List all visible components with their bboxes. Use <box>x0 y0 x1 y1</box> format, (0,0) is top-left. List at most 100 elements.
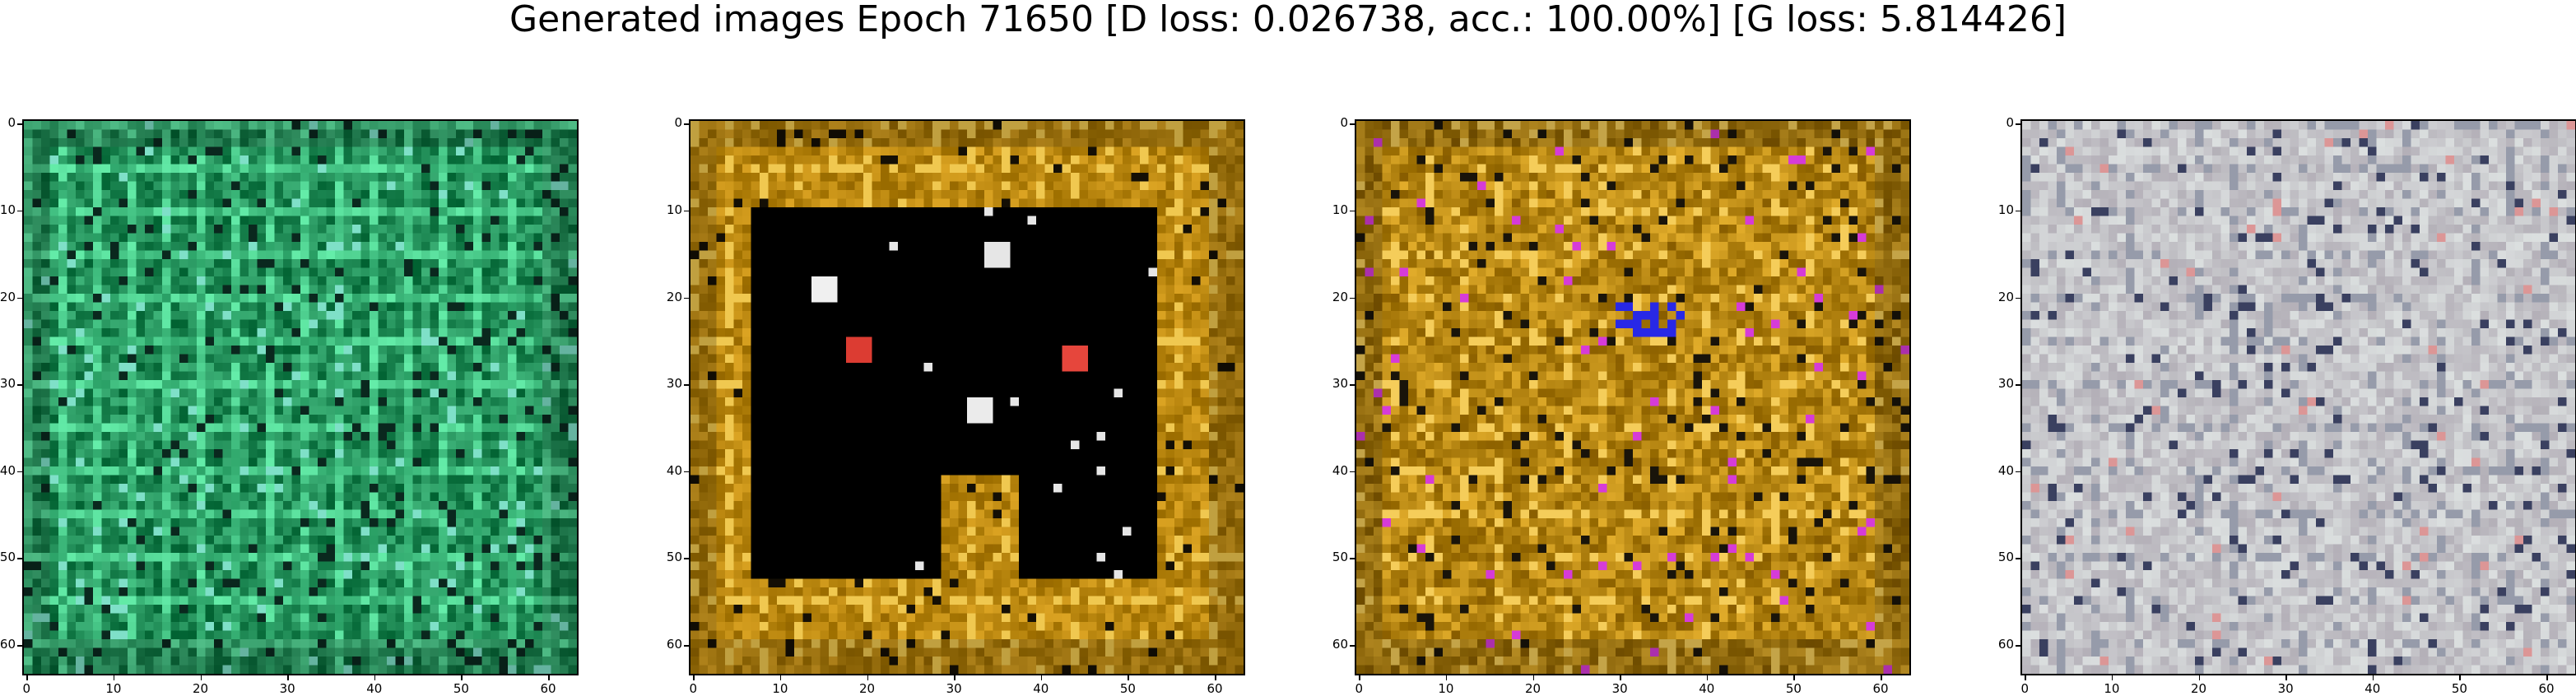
y-tick-label: 40 <box>1332 462 1348 478</box>
y-tick-label: 10 <box>666 202 682 217</box>
image-panel-2 <box>689 119 1245 675</box>
x-tick-mark <box>1128 675 1129 680</box>
x-tick-label: 50 <box>453 681 469 696</box>
x-tick-mark <box>287 675 289 680</box>
x-tick-mark <box>2285 675 2287 680</box>
y-tick-label: 40 <box>1997 462 2014 478</box>
y-tick-label: 50 <box>1332 550 1348 565</box>
y-tick-label: 20 <box>0 289 16 304</box>
x-tick-label: 10 <box>2104 681 2120 696</box>
y-tick-mark <box>1350 645 1355 647</box>
x-tick-label: 40 <box>366 681 383 696</box>
x-tick-mark <box>113 675 115 680</box>
y-tick-label: 0 <box>1340 115 1348 131</box>
x-tick-label: 10 <box>105 681 122 696</box>
x-tick-label: 20 <box>858 681 876 696</box>
y-tick-mark <box>17 297 22 299</box>
x-tick-label: 50 <box>1785 681 1802 696</box>
x-tick-mark <box>1881 675 1882 680</box>
y-tick-mark <box>684 123 689 125</box>
y-tick-mark <box>17 123 22 125</box>
generated-image-2 <box>690 121 1244 674</box>
y-tick-mark <box>17 645 22 647</box>
x-tick-label: 20 <box>1524 681 1541 696</box>
x-tick-label: 60 <box>1207 681 1223 696</box>
y-tick-mark <box>1350 384 1355 386</box>
x-tick-mark <box>1040 675 1043 680</box>
x-tick-label: 60 <box>1872 681 1889 696</box>
y-tick-label: 10 <box>1332 202 1348 217</box>
x-tick-mark <box>1532 675 1535 680</box>
x-tick-mark <box>374 675 376 680</box>
figure-title-text: Generated images Epoch 71650 [D loss: 0.… <box>509 0 2067 40</box>
x-tick-mark <box>954 675 956 680</box>
x-tick-mark <box>1706 675 1709 680</box>
image-panel-1 <box>22 119 579 675</box>
x-tick-label: 60 <box>540 681 556 696</box>
x-tick-label: 20 <box>2190 681 2207 696</box>
y-tick-mark <box>684 210 689 212</box>
y-tick-mark <box>2016 210 2020 212</box>
y-tick-label: 60 <box>666 637 682 652</box>
x-tick-label: 60 <box>2538 681 2555 696</box>
y-tick-mark <box>2016 297 2020 299</box>
x-tick-label: 10 <box>772 681 788 696</box>
x-tick-label: 50 <box>2451 681 2467 696</box>
y-tick-mark <box>2016 471 2020 473</box>
x-tick-mark <box>2372 675 2374 680</box>
x-tick-label: 10 <box>1438 681 1454 696</box>
x-tick-mark <box>26 675 28 680</box>
x-tick-label: 20 <box>192 681 209 696</box>
y-tick-label: 20 <box>1332 289 1348 304</box>
x-tick-label: 40 <box>1699 681 1715 696</box>
y-tick-mark <box>2016 123 2020 125</box>
x-tick-mark <box>779 675 782 680</box>
y-tick-label: 60 <box>1997 637 2014 652</box>
y-tick-label: 30 <box>1997 376 2014 392</box>
x-tick-mark <box>2546 675 2548 680</box>
x-tick-mark <box>548 675 550 680</box>
y-tick-label: 30 <box>0 376 16 392</box>
x-tick-label: 30 <box>2277 681 2294 696</box>
y-tick-mark <box>684 471 689 473</box>
figure-title: Generated images Epoch 71650 [D loss: 0.… <box>0 0 2576 49</box>
y-tick-mark <box>17 471 22 473</box>
image-panel-3 <box>1355 119 1911 675</box>
y-tick-label: 20 <box>1997 289 2014 304</box>
x-tick-label: 30 <box>1611 681 1628 696</box>
y-tick-label: 50 <box>1997 550 2014 565</box>
x-tick-label: 40 <box>2364 681 2381 696</box>
y-tick-label: 40 <box>666 462 682 478</box>
y-tick-mark <box>1350 471 1355 473</box>
y-tick-mark <box>2016 558 2020 559</box>
x-tick-label: 0 <box>689 681 698 696</box>
y-tick-mark <box>1350 123 1355 125</box>
y-tick-label: 10 <box>0 202 16 217</box>
image-panel-4 <box>2020 119 2576 675</box>
y-tick-label: 50 <box>0 550 16 565</box>
y-tick-label: 40 <box>0 462 16 478</box>
y-tick-label: 0 <box>674 115 682 131</box>
x-tick-mark <box>2459 675 2461 680</box>
y-tick-mark <box>684 645 689 647</box>
x-tick-label: 0 <box>22 681 31 696</box>
y-tick-label: 60 <box>0 637 16 652</box>
y-tick-mark <box>2016 384 2020 386</box>
x-tick-label: 30 <box>946 681 962 696</box>
y-tick-mark <box>684 384 689 386</box>
x-tick-mark <box>1793 675 1795 680</box>
x-tick-mark <box>2025 675 2026 680</box>
x-tick-mark <box>693 675 695 680</box>
y-tick-label: 60 <box>1332 637 1348 652</box>
x-tick-mark <box>200 675 202 680</box>
y-tick-mark <box>684 297 689 299</box>
x-tick-label: 40 <box>1033 681 1049 696</box>
y-tick-label: 10 <box>1997 202 2014 217</box>
y-tick-label: 50 <box>666 550 682 565</box>
y-tick-mark <box>1350 297 1355 299</box>
y-tick-label: 30 <box>1332 376 1348 392</box>
x-tick-mark <box>2111 675 2113 680</box>
y-tick-mark <box>1350 558 1355 559</box>
y-tick-label: 0 <box>7 115 16 131</box>
x-tick-mark <box>1215 675 1216 680</box>
